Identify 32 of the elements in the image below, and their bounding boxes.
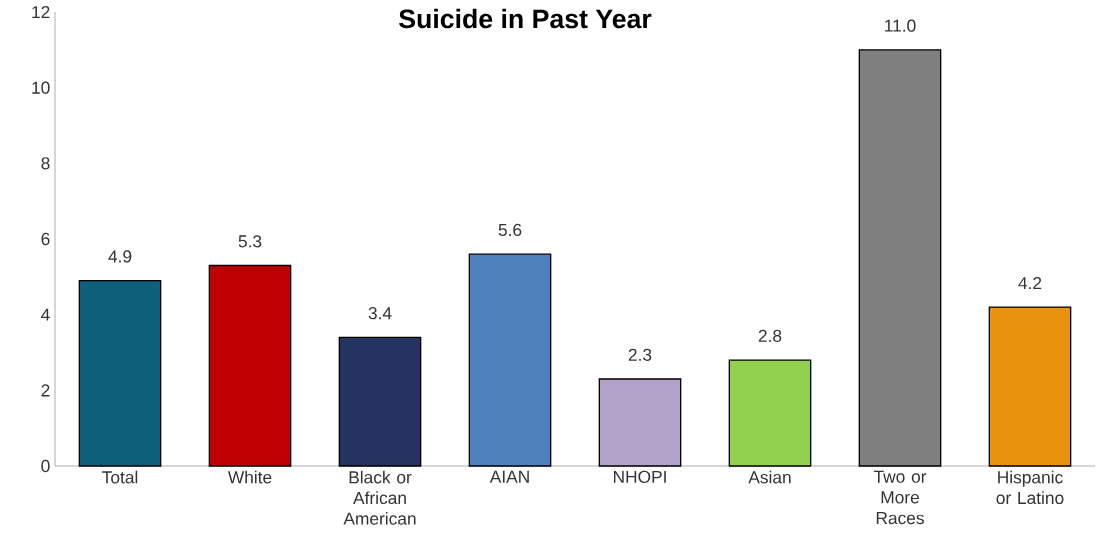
y-tick-label: 8 bbox=[41, 157, 50, 170]
data-label: 3.4 bbox=[368, 307, 392, 320]
bar bbox=[858, 49, 942, 467]
bar bbox=[598, 378, 682, 467]
data-label: 5.3 bbox=[238, 235, 262, 248]
y-tick-label: 2 bbox=[41, 384, 50, 397]
bar bbox=[208, 264, 292, 467]
chart-title: Suicide in Past Year bbox=[399, 8, 652, 29]
bar bbox=[78, 279, 162, 467]
y-tick-label: 10 bbox=[32, 81, 50, 94]
y-tick-label: 4 bbox=[41, 308, 50, 321]
y-tick-label: 6 bbox=[41, 232, 50, 246]
x-tick-label: Total bbox=[102, 470, 138, 484]
x-tick-label: Two or More Races bbox=[873, 470, 927, 525]
bar bbox=[988, 306, 1072, 467]
x-tick-label: White bbox=[227, 470, 272, 484]
data-label: 4.2 bbox=[1018, 276, 1042, 290]
x-tick-label: NHOPI bbox=[613, 470, 666, 483]
y-tick-label: 12 bbox=[32, 5, 50, 19]
data-label: 4.9 bbox=[108, 250, 132, 263]
data-label: 2.8 bbox=[758, 329, 782, 343]
bar bbox=[728, 359, 812, 467]
y-tick-label: 0 bbox=[41, 459, 50, 473]
x-tick-label: AIAN bbox=[489, 470, 529, 483]
bar bbox=[338, 336, 422, 467]
data-label: 5.6 bbox=[498, 223, 522, 237]
x-tick-label: Hispanic or Latino bbox=[996, 470, 1064, 505]
bar bbox=[468, 253, 552, 467]
data-label: 11.0 bbox=[885, 19, 916, 32]
x-tick-label: Asian bbox=[748, 470, 791, 484]
data-label: 2.3 bbox=[628, 348, 652, 361]
x-tick-label: Black or African American bbox=[343, 470, 416, 525]
